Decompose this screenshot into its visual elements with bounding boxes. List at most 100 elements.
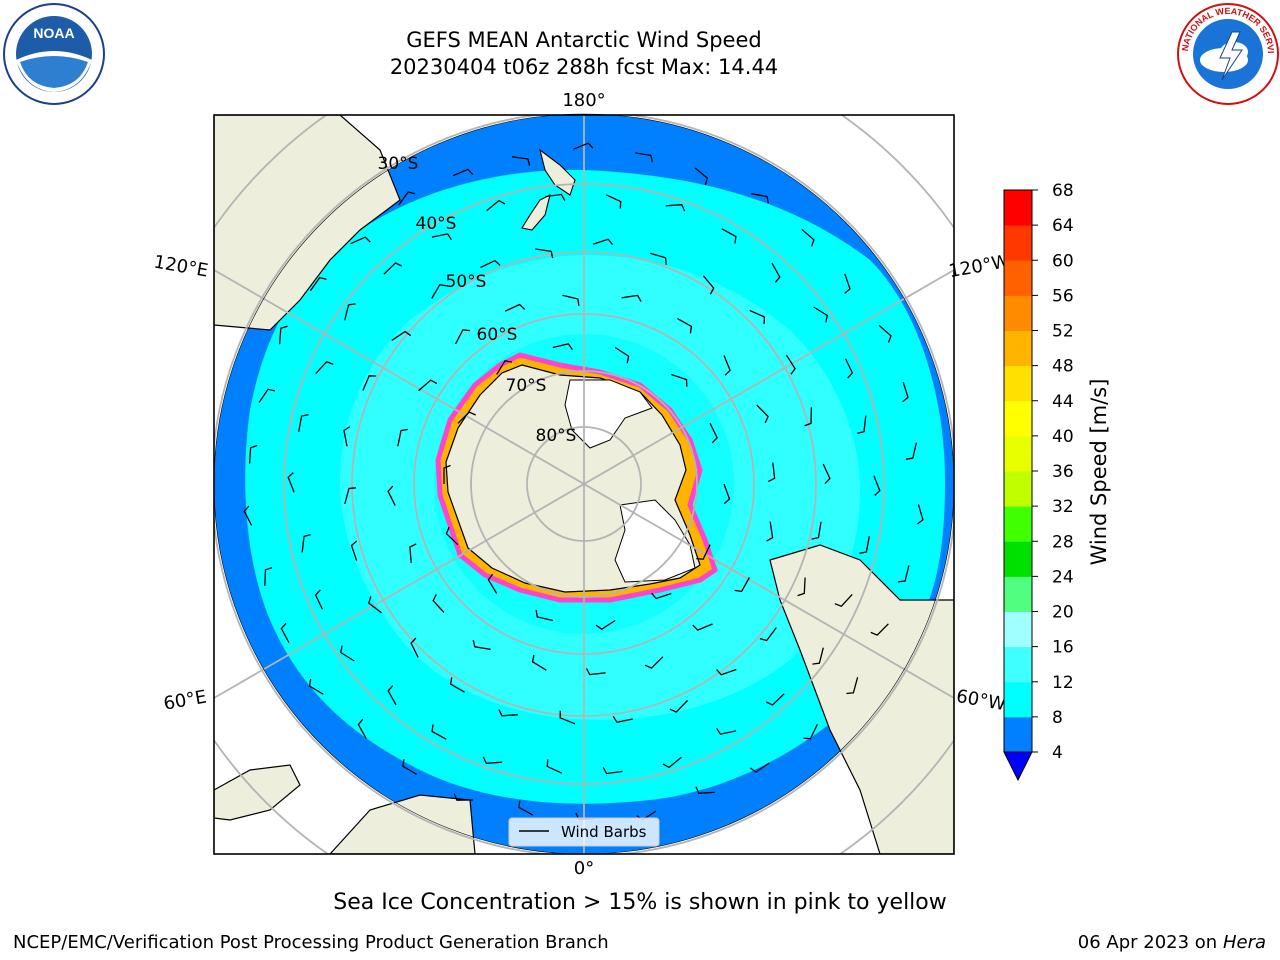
wind-barb: [916, 504, 924, 525]
wind-barb: [498, 709, 518, 717]
wind-barb: [535, 248, 554, 259]
wind-barb: [546, 759, 563, 774]
wind-barb: [343, 426, 351, 447]
ross-ice-shelf: [564, 379, 653, 449]
sea-ice-note: Sea Ice Concentration > 15% is shown in …: [333, 890, 947, 915]
lat-label-50s: 50°S: [446, 272, 487, 292]
wind-barb: [518, 800, 534, 816]
wind-barb: [822, 463, 831, 485]
wind-barb: [496, 360, 513, 375]
colorbar-segment: [1004, 681, 1032, 718]
noaa-logo: NOAA: [3, 3, 105, 105]
colorbar-segment: [1004, 400, 1032, 437]
colorbar-tick-label: 60: [1052, 251, 1074, 271]
nws-logo: NATIONAL WEATHER SERVICE: [1176, 2, 1279, 105]
colorbar-segment: [1004, 190, 1032, 226]
lon-label-120w: 120°W: [947, 251, 1011, 282]
wind-barb: [398, 191, 416, 206]
wind-barb: [766, 521, 774, 542]
colorbar-tick-label: 4: [1052, 743, 1063, 763]
colorbar-segment: [1004, 260, 1032, 296]
wind-barb: [751, 193, 770, 204]
wind-barb: [314, 589, 324, 610]
footer-credit: NCEP/EMC/Verification Post Processing Pr…: [13, 932, 609, 953]
lon-label-0: 0°: [574, 858, 594, 879]
colorbar-segment: [1004, 646, 1032, 683]
wind-barb: [696, 544, 711, 560]
wind-barb: [621, 294, 642, 302]
wind-barb: [605, 194, 622, 209]
lat-label-30s: 30°S: [378, 154, 419, 174]
wind-barb: [486, 199, 506, 212]
wind-barb: [432, 594, 445, 613]
wind-barb: [453, 793, 473, 801]
wind-barb: [431, 233, 452, 241]
wind-barb: [801, 228, 815, 247]
wind-barb: [721, 228, 737, 244]
wind-barb: [595, 619, 616, 630]
wind-barb: [315, 361, 334, 375]
colorbar-tick-label: 28: [1052, 532, 1074, 552]
wind-barb: [552, 343, 573, 351]
wind-barb: [562, 294, 580, 306]
wind-barb: [278, 325, 288, 345]
wind-barb: [870, 623, 889, 636]
wind-barb: [771, 262, 781, 283]
wind-barb: [535, 609, 553, 622]
wind-barb: [298, 414, 309, 432]
wind-barb: [431, 724, 447, 740]
wind-barb: [258, 388, 276, 403]
wind-barb: [734, 577, 750, 593]
colorbar-segment: [1004, 295, 1032, 331]
wind-barb: [844, 273, 851, 294]
wind-barb: [309, 276, 327, 292]
wind-barb: [859, 536, 870, 554]
wind-barb: [756, 404, 769, 424]
wind-barb: [308, 678, 324, 695]
colorbar-tick-label: 32: [1052, 497, 1074, 517]
wind-barb: [812, 647, 824, 665]
wind-barb: [834, 593, 853, 607]
footer-date: 06 Apr 2023 on Hera: [1078, 932, 1266, 953]
wind-barb: [765, 693, 785, 706]
wind-barb: [287, 472, 295, 493]
wind-barb: [482, 756, 503, 764]
wind-barb: [243, 505, 253, 526]
wind-barb: [873, 475, 881, 496]
wind-barb: [402, 759, 418, 775]
colorbar-tick-label: 56: [1052, 286, 1074, 306]
wind-barb: [694, 167, 709, 185]
colorbar-tick-label: 52: [1052, 322, 1074, 342]
footer-date-text: 06 Apr 2023 on: [1077, 932, 1218, 953]
wind-barb: [844, 358, 854, 379]
wind-barb: [340, 645, 355, 662]
colorbar-segment: [1004, 330, 1032, 367]
wind-barb: [410, 637, 419, 658]
wind-barb: [449, 677, 465, 693]
graticule: [214, 115, 954, 854]
colorbar-tick-label: 36: [1052, 462, 1074, 482]
map-legend: Wind Barbs: [508, 817, 660, 847]
noaa-logo-text: NOAA: [33, 25, 74, 41]
wind-barb: [391, 330, 412, 341]
wind-barb: [716, 727, 737, 735]
wind-barb: [716, 668, 737, 676]
wind-barb: [350, 236, 371, 245]
colorbar-tick-label: 24: [1052, 567, 1074, 587]
wind-barb: [669, 700, 688, 713]
wind-barb: [350, 540, 358, 561]
wind-barb: [545, 193, 566, 201]
wind-barb: [409, 543, 417, 563]
legend-label: Wind Barbs: [561, 823, 647, 841]
colorbar-tick-label: 44: [1052, 392, 1074, 412]
wind-barb: [301, 533, 311, 553]
wind-barb: [445, 526, 459, 546]
wind-barb: [649, 252, 667, 265]
colorbar-segment: [1004, 576, 1032, 612]
wind-barb: [857, 415, 867, 435]
wind-barb: [362, 375, 377, 391]
wind-barb: [383, 262, 403, 275]
wind-barb: [905, 442, 918, 460]
